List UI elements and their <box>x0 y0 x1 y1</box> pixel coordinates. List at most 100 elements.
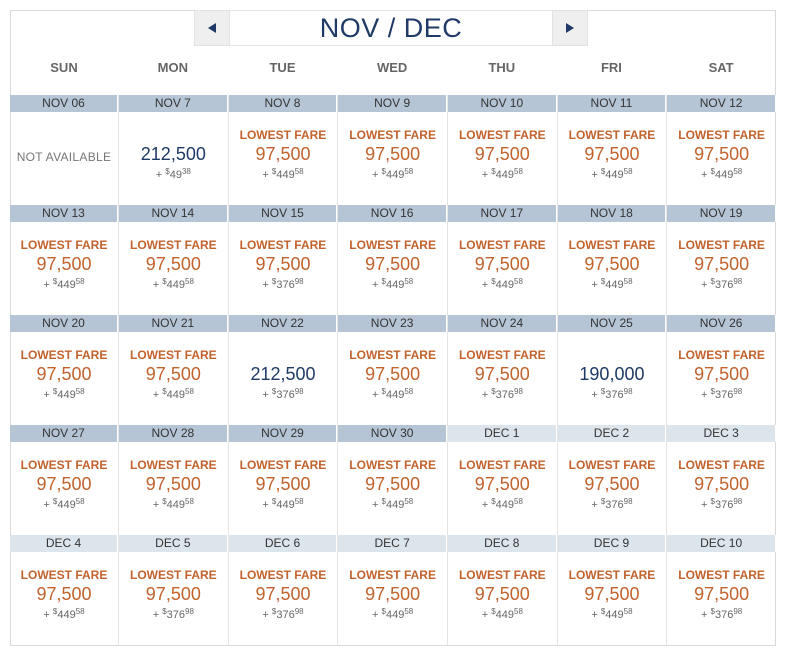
tax-cents: 98 <box>733 497 743 506</box>
fare-taxes: + $37698 <box>262 277 303 291</box>
tax-currency: $ <box>271 277 277 286</box>
calendar-day-cell[interactable]: NOV 24 LOWEST FARE 97,500 + $37698 <box>446 315 557 425</box>
lowest-fare-badge: LOWEST FARE <box>458 348 546 362</box>
tax-dollars: 449 <box>385 169 405 181</box>
day-date-label: NOV 22 <box>228 315 338 332</box>
tax-dollars: 376 <box>276 279 295 291</box>
fare-taxes: + $37698 <box>591 387 632 401</box>
weekday-header-row: SUN MON TUE WED THU FRI SAT <box>10 58 776 78</box>
fare-taxes: + $44958 <box>591 277 632 291</box>
tax-currency: $ <box>600 497 606 506</box>
day-date-label: NOV 15 <box>228 205 338 222</box>
tax-dollars: 449 <box>385 609 405 621</box>
day-date-label: NOV 13 <box>10 205 118 222</box>
prev-month-button[interactable] <box>194 10 230 46</box>
calendar-day-cell[interactable]: NOV 14 LOWEST FARE 97,500 + $44958 <box>118 205 228 315</box>
day-fare-body: LOWEST FARE 97,500 + $37698 <box>667 442 776 535</box>
fare-taxes: + $44958 <box>262 497 303 511</box>
tax-dollars: 449 <box>57 279 76 291</box>
tax-plus-sign: + <box>591 169 598 181</box>
day-fare-body: LOWEST FARE 97,500 + $44958 <box>119 222 228 315</box>
calendar-day-cell[interactable]: NOV 7 212,500 + $4938 <box>118 95 228 205</box>
tax-currency: $ <box>710 607 715 616</box>
fare-taxes: + $44958 <box>591 607 632 621</box>
fare-taxes: + $37698 <box>701 607 742 621</box>
tax-currency: $ <box>271 607 277 616</box>
fare-miles: 97,500 <box>255 144 311 164</box>
calendar-day-cell[interactable]: NOV 8 LOWEST FARE 97,500 + $44958 <box>227 95 338 205</box>
tax-plus-sign: + <box>262 609 269 621</box>
not-available-label: NOT AVAILABLE <box>16 150 112 164</box>
lowest-fare-badge: LOWEST FARE <box>239 458 327 472</box>
day-date-label: NOV 30 <box>338 425 447 442</box>
tax-cents: 98 <box>294 387 304 396</box>
fare-taxes: + $44958 <box>43 277 84 291</box>
calendar-day-cell[interactable]: DEC 10 LOWEST FARE 97,500 + $37698 <box>666 535 776 645</box>
tax-dollars: 449 <box>276 499 295 511</box>
fare-taxes: + $44958 <box>372 497 413 511</box>
lowest-fare-badge: LOWEST FARE <box>458 128 546 142</box>
tax-currency: $ <box>600 277 606 286</box>
calendar-day-cell[interactable]: NOV 16 LOWEST FARE 97,500 + $44958 <box>337 205 447 315</box>
tax-plus-sign: + <box>262 499 269 511</box>
calendar-day-cell[interactable]: DEC 8 LOWEST FARE 97,500 + $44958 <box>446 535 557 645</box>
tax-currency: $ <box>52 497 58 506</box>
calendar-day-cell[interactable]: NOV 15 LOWEST FARE 97,500 + $37698 <box>227 205 338 315</box>
calendar-day-cell[interactable]: NOV 13 LOWEST FARE 97,500 + $44958 <box>10 205 118 315</box>
tax-plus-sign: + <box>591 609 598 621</box>
calendar-day-cell[interactable]: DEC 6 LOWEST FARE 97,500 + $37698 <box>227 535 338 645</box>
tax-dollars: 449 <box>495 499 514 511</box>
calendar-day-cell[interactable]: DEC 3 LOWEST FARE 97,500 + $37698 <box>666 425 776 535</box>
calendar-day-cell[interactable]: NOV 27 LOWEST FARE 97,500 + $44958 <box>10 425 118 535</box>
calendar-day-cell[interactable]: NOV 28 LOWEST FARE 97,500 + $44958 <box>118 425 228 535</box>
tax-dollars: 449 <box>495 609 514 621</box>
calendar-day-cell[interactable]: DEC 7 LOWEST FARE 97,500 + $44958 <box>337 535 447 645</box>
tax-cents: 98 <box>733 277 743 286</box>
calendar-week-row: DEC 4 LOWEST FARE 97,500 + $44958 DEC 5 LOWES… <box>10 535 776 645</box>
fare-miles: 97,500 <box>365 144 421 164</box>
calendar-day-cell[interactable]: NOV 19 LOWEST FARE 97,500 + $37698 <box>666 205 776 315</box>
fare-miles: 97,500 <box>474 144 530 164</box>
calendar-day-cell[interactable]: NOV 18 LOWEST FARE 97,500 + $44958 <box>556 205 667 315</box>
tax-dollars: 449 <box>57 499 76 511</box>
lowest-fare-badge: LOWEST FARE <box>349 568 436 582</box>
lowest-fare-badge: LOWEST FARE <box>239 568 327 582</box>
next-month-button[interactable] <box>552 10 588 46</box>
day-date-label: DEC 10 <box>667 535 776 552</box>
fare-taxes: + $44958 <box>482 167 523 181</box>
tax-dollars: 376 <box>276 389 295 401</box>
calendar-day-cell[interactable]: DEC 1 LOWEST FARE 97,500 + $44958 <box>446 425 557 535</box>
triangle-right-icon <box>566 23 574 33</box>
tax-currency: $ <box>710 387 715 396</box>
tax-cents: 58 <box>623 607 633 616</box>
calendar-day-cell[interactable]: DEC 2 LOWEST FARE 97,500 + $37698 <box>556 425 667 535</box>
tax-currency: $ <box>162 607 167 616</box>
calendar-day-cell[interactable]: NOV 25 190,000 + $37698 <box>556 315 667 425</box>
calendar-day-cell[interactable]: NOV 9 LOWEST FARE 97,500 + $44958 <box>337 95 447 205</box>
calendar-day-cell[interactable]: DEC 9 LOWEST FARE 97,500 + $44958 <box>556 535 667 645</box>
calendar-day-cell[interactable]: NOV 21 LOWEST FARE 97,500 + $44958 <box>118 315 228 425</box>
lowest-fare-badge: LOWEST FARE <box>239 238 327 252</box>
tax-currency: $ <box>52 387 58 396</box>
lowest-fare-badge: LOWEST FARE <box>458 568 546 582</box>
calendar-day-cell[interactable]: NOV 12 LOWEST FARE 97,500 + $44958 <box>666 95 776 205</box>
calendar-day-cell[interactable]: DEC 5 LOWEST FARE 97,500 + $37698 <box>118 535 228 645</box>
fare-miles: 97,500 <box>694 254 750 274</box>
day-fare-body: LOWEST FARE 97,500 + $44958 <box>119 442 228 535</box>
calendar-day-cell[interactable]: NOV 10 LOWEST FARE 97,500 + $44958 <box>446 95 557 205</box>
fare-miles: 97,500 <box>474 584 530 604</box>
day-date-label: DEC 2 <box>557 425 667 442</box>
tax-dollars: 376 <box>714 499 734 511</box>
fare-taxes: + $44958 <box>701 167 742 181</box>
calendar-day-cell[interactable]: NOV 26 LOWEST FARE 97,500 + $37698 <box>666 315 776 425</box>
calendar-day-cell[interactable]: DEC 4 LOWEST FARE 97,500 + $44958 <box>10 535 118 645</box>
calendar-day-cell[interactable]: NOV 29 LOWEST FARE 97,500 + $44958 <box>227 425 338 535</box>
calendar-day-cell[interactable]: NOV 20 LOWEST FARE 97,500 + $44958 <box>10 315 118 425</box>
calendar-day-cell[interactable]: NOV 30 LOWEST FARE 97,500 + $44958 <box>337 425 447 535</box>
calendar-day-cell[interactable]: NOV 11 LOWEST FARE 97,500 + $44958 <box>556 95 667 205</box>
calendar-day-cell[interactable]: NOV 17 LOWEST FARE 97,500 + $44958 <box>446 205 557 315</box>
tax-dollars: 449 <box>276 169 295 181</box>
calendar-day-cell[interactable]: NOV 23 LOWEST FARE 97,500 + $44958 <box>337 315 447 425</box>
calendar-day-cell[interactable]: NOV 22 212,500 + $37698 <box>227 315 338 425</box>
fare-taxes: + $37698 <box>701 277 742 291</box>
